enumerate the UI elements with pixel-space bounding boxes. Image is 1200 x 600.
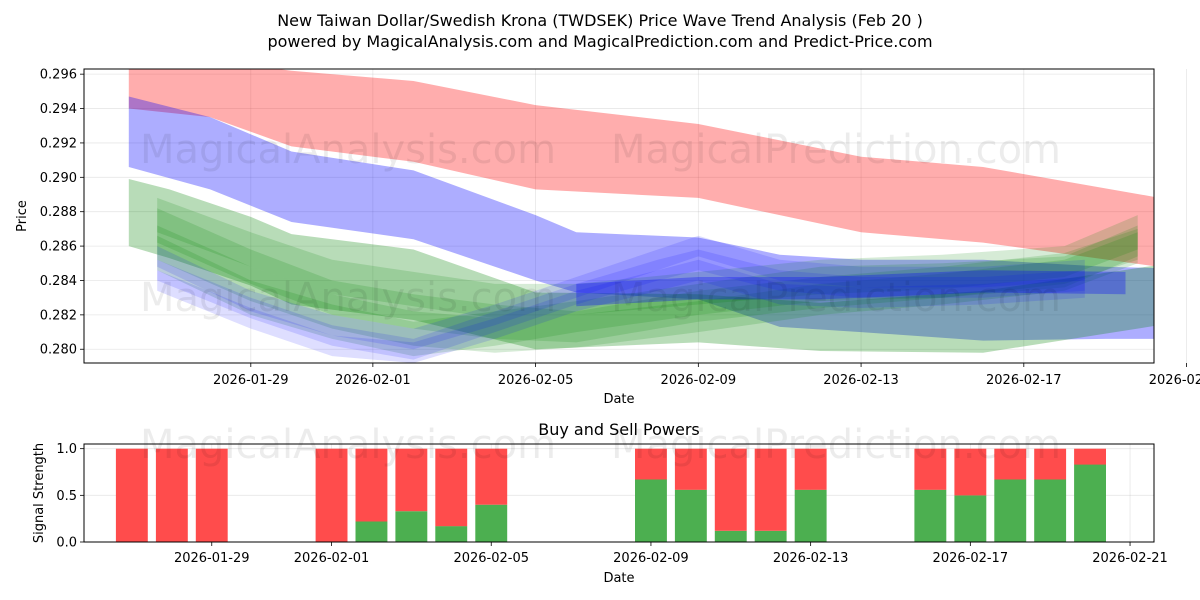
buy-bar bbox=[475, 504, 508, 542]
signal-y-tick-label: 1.0 bbox=[56, 442, 77, 457]
sell-bar bbox=[914, 448, 947, 490]
watermark-bottom-left: MagicalAnalysis.com bbox=[140, 422, 556, 468]
price-x-tick-label: 2026-02-09 bbox=[661, 373, 737, 388]
buy-sell-chart: Buy and Sell Powers MagicalAnalysis.com … bbox=[32, 420, 1168, 586]
wave-band-green-wave-main bbox=[128, 179, 1154, 353]
wave-band-blue-wave-main bbox=[128, 96, 1154, 341]
signal-x-tick-label: 2026-02-13 bbox=[773, 551, 849, 566]
buy-bar bbox=[1034, 479, 1067, 542]
wave-band-green-wave-c bbox=[157, 225, 1138, 353]
sell-bar bbox=[714, 448, 747, 531]
buy-bar bbox=[435, 526, 468, 542]
price-x-tick-label: 2026-02-21 bbox=[1149, 373, 1200, 388]
buy-bar bbox=[914, 489, 947, 542]
price-wave-chart: MagicalAnalysis.com MagicalPrediction.co… bbox=[15, 68, 1200, 407]
signal-plot-frame bbox=[83, 443, 1155, 543]
price-y-tick-label: 0.294 bbox=[40, 102, 77, 117]
buy-bar bbox=[635, 479, 667, 542]
signal-y-axis-label: Signal Strength bbox=[32, 443, 47, 543]
sell-bar bbox=[1034, 448, 1067, 480]
price-x-tick-label: 2026-02-01 bbox=[335, 373, 411, 388]
price-y-tick-label: 0.280 bbox=[40, 343, 77, 358]
sell-bar bbox=[195, 448, 228, 542]
price-y-tick-label: 0.292 bbox=[40, 136, 77, 151]
price-x-axis-label: Date bbox=[603, 392, 634, 407]
buy-bar bbox=[355, 521, 388, 542]
price-x-tick-label: 2026-01-29 bbox=[213, 373, 289, 388]
price-y-tick-label: 0.296 bbox=[40, 68, 77, 83]
signal-x-tick-label: 2026-02-01 bbox=[294, 551, 370, 566]
sell-bar bbox=[475, 448, 508, 505]
buy-bar bbox=[714, 530, 747, 542]
buy-bar bbox=[395, 511, 428, 542]
sell-bar bbox=[355, 448, 388, 522]
sell-bar bbox=[155, 448, 188, 542]
wave-band-blue-wave-short bbox=[576, 270, 1126, 307]
wave-band-green-wave-d bbox=[157, 225, 1138, 357]
wave-band-red-wave bbox=[128, 69, 1154, 267]
sell-bar bbox=[115, 448, 148, 542]
chart-title-line1: New Taiwan Dollar/Swedish Krona (TWDSEK)… bbox=[277, 11, 923, 30]
price-y-tick-label: 0.286 bbox=[40, 240, 77, 255]
signal-x-tick-label: 2026-02-21 bbox=[1092, 551, 1168, 566]
watermark-top-left: MagicalAnalysis.com bbox=[140, 127, 556, 173]
sell-bar bbox=[315, 448, 348, 542]
sell-bar bbox=[674, 448, 707, 490]
price-y-tick-label: 0.288 bbox=[40, 205, 77, 220]
price-y-tick-label: 0.290 bbox=[40, 171, 77, 186]
watermark-mid-left: MagicalAnalysis.com bbox=[140, 275, 556, 321]
sell-bar bbox=[435, 448, 468, 527]
buy-bar bbox=[674, 489, 707, 542]
sell-bar bbox=[1074, 448, 1106, 465]
buy-bar bbox=[794, 489, 827, 542]
sell-bar bbox=[954, 448, 987, 496]
watermark-bottom-right: MagicalPrediction.com bbox=[611, 422, 1061, 468]
sell-bar bbox=[794, 448, 827, 490]
buy-bar bbox=[994, 479, 1027, 542]
chart-title-line2: powered by MagicalAnalysis.com and Magic… bbox=[267, 32, 932, 51]
signal-y-tick-label: 0.0 bbox=[56, 536, 77, 551]
buy-bar bbox=[1074, 464, 1106, 542]
signal-x-axis-label: Date bbox=[603, 571, 634, 586]
wave-band-blue-wave-c bbox=[157, 259, 1085, 363]
watermark-top-right: MagicalPrediction.com bbox=[611, 127, 1061, 173]
price-x-tick-label: 2026-02-05 bbox=[498, 373, 574, 388]
wave-band-green-wave-a bbox=[157, 197, 1138, 319]
price-y-axis-label: Price bbox=[15, 200, 30, 232]
signal-x-tick-label: 2026-02-09 bbox=[613, 551, 689, 566]
sell-bar bbox=[635, 448, 667, 480]
signal-y-tick-label: 0.5 bbox=[56, 489, 77, 504]
price-x-tick-label: 2026-02-13 bbox=[823, 373, 899, 388]
sell-bar bbox=[754, 448, 787, 531]
price-plot-frame bbox=[83, 68, 1155, 364]
buy-bar bbox=[754, 530, 787, 542]
price-y-tick-label: 0.282 bbox=[40, 308, 77, 323]
buy-sell-title: Buy and Sell Powers bbox=[538, 420, 700, 439]
price-y-tick-label: 0.284 bbox=[40, 274, 77, 289]
price-plot-area bbox=[84, 69, 1154, 363]
price-x-tick-label: 2026-02-17 bbox=[986, 373, 1062, 388]
wave-band-green-wave-b bbox=[157, 208, 1138, 343]
sell-bar bbox=[994, 448, 1027, 480]
watermark-mid-right: MagicalPrediction.com bbox=[611, 275, 1061, 321]
signal-x-tick-label: 2026-02-17 bbox=[933, 551, 1009, 566]
signal-x-tick-label: 2026-02-05 bbox=[453, 551, 529, 566]
sell-bar bbox=[395, 448, 428, 512]
wave-band-blue-wave-b bbox=[157, 249, 1085, 360]
signal-x-tick-label: 2026-01-29 bbox=[174, 551, 250, 566]
buy-bar bbox=[954, 495, 987, 542]
